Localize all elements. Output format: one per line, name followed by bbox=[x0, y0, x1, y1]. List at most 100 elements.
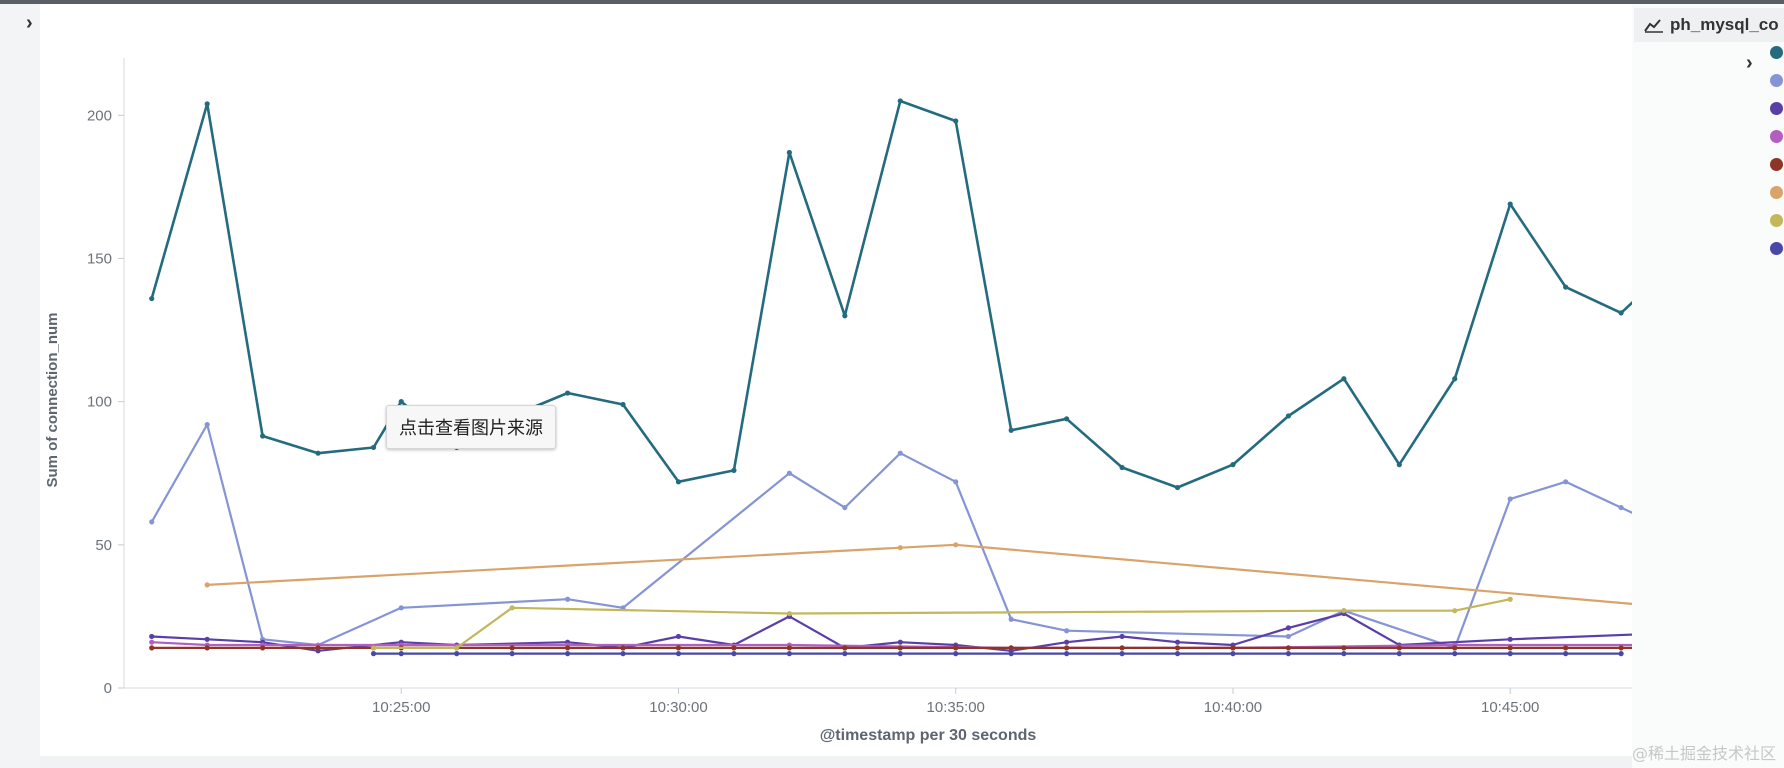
data-point[interactable] bbox=[1396, 462, 1402, 468]
data-point[interactable] bbox=[1008, 427, 1014, 433]
data-point[interactable] bbox=[897, 651, 903, 657]
data-point[interactable] bbox=[315, 645, 321, 651]
data-point[interactable] bbox=[1452, 651, 1458, 657]
data-point[interactable] bbox=[1119, 633, 1125, 640]
data-point[interactable] bbox=[897, 639, 903, 645]
data-point[interactable] bbox=[953, 651, 959, 657]
data-point[interactable] bbox=[897, 545, 903, 551]
data-point[interactable] bbox=[786, 470, 792, 476]
data-point[interactable] bbox=[1064, 416, 1070, 422]
data-point[interactable] bbox=[260, 433, 266, 439]
legend-dot-6[interactable] bbox=[1770, 186, 1783, 199]
data-point[interactable] bbox=[1285, 413, 1292, 419]
data-point[interactable] bbox=[204, 101, 210, 107]
data-point[interactable] bbox=[1285, 651, 1292, 657]
data-point[interactable] bbox=[620, 651, 626, 657]
data-point[interactable] bbox=[454, 645, 460, 651]
data-point[interactable] bbox=[1452, 645, 1458, 651]
data-point[interactable] bbox=[675, 645, 682, 651]
data-point[interactable] bbox=[1396, 651, 1402, 657]
data-point[interactable] bbox=[370, 651, 377, 657]
data-point[interactable] bbox=[204, 636, 210, 642]
data-point[interactable] bbox=[1563, 651, 1569, 657]
data-point[interactable] bbox=[1008, 645, 1014, 651]
data-point[interactable] bbox=[204, 645, 210, 651]
data-point[interactable] bbox=[454, 651, 460, 657]
legend-header[interactable]: ph_mysql_co bbox=[1634, 8, 1784, 42]
image-source-tooltip[interactable]: 点击查看图片来源 bbox=[386, 405, 556, 449]
data-point[interactable] bbox=[1174, 645, 1181, 651]
data-point[interactable] bbox=[509, 645, 515, 651]
data-point[interactable] bbox=[897, 98, 903, 104]
data-point[interactable] bbox=[1230, 651, 1236, 657]
data-point[interactable] bbox=[953, 479, 959, 485]
data-point[interactable] bbox=[1174, 484, 1181, 491]
data-point[interactable] bbox=[1452, 376, 1458, 382]
data-point[interactable] bbox=[786, 149, 792, 156]
data-point[interactable] bbox=[370, 444, 377, 451]
data-point[interactable] bbox=[1174, 651, 1181, 657]
data-point[interactable] bbox=[149, 295, 155, 302]
data-point[interactable] bbox=[1119, 651, 1125, 657]
data-point[interactable] bbox=[1507, 201, 1513, 207]
data-point[interactable] bbox=[842, 651, 848, 657]
data-point[interactable] bbox=[1507, 636, 1513, 642]
data-point[interactable] bbox=[1119, 645, 1125, 651]
data-point[interactable] bbox=[1396, 645, 1402, 651]
data-point[interactable] bbox=[1507, 596, 1513, 602]
data-point[interactable] bbox=[1119, 464, 1125, 471]
data-point[interactable] bbox=[842, 313, 848, 319]
data-point[interactable] bbox=[149, 645, 155, 651]
data-point[interactable] bbox=[315, 450, 321, 456]
data-point[interactable] bbox=[1563, 284, 1569, 290]
data-point[interactable] bbox=[897, 450, 903, 456]
data-point[interactable] bbox=[731, 467, 737, 473]
data-point[interactable] bbox=[1341, 645, 1347, 651]
data-point[interactable] bbox=[509, 605, 515, 611]
data-point[interactable] bbox=[1285, 645, 1292, 651]
data-point[interactable] bbox=[398, 651, 404, 657]
legend-dot-2[interactable] bbox=[1770, 74, 1783, 87]
data-point[interactable] bbox=[786, 651, 792, 657]
data-point[interactable] bbox=[842, 645, 848, 651]
data-point[interactable] bbox=[675, 479, 682, 485]
data-point[interactable] bbox=[675, 633, 682, 640]
data-point[interactable] bbox=[897, 645, 903, 651]
data-point[interactable] bbox=[842, 504, 848, 511]
data-point[interactable] bbox=[786, 610, 792, 617]
legend-dot-8[interactable] bbox=[1770, 242, 1783, 255]
data-point[interactable] bbox=[675, 651, 682, 657]
data-point[interactable] bbox=[1563, 479, 1569, 485]
data-point[interactable] bbox=[1341, 608, 1347, 614]
data-point[interactable] bbox=[1174, 639, 1181, 645]
data-point[interactable] bbox=[1563, 645, 1569, 651]
data-point[interactable] bbox=[1452, 608, 1458, 614]
data-point[interactable] bbox=[1507, 496, 1513, 502]
data-point[interactable] bbox=[1064, 651, 1070, 657]
data-point[interactable] bbox=[1507, 651, 1513, 657]
data-point[interactable] bbox=[786, 645, 792, 651]
data-point[interactable] bbox=[204, 582, 210, 588]
data-point[interactable] bbox=[1008, 616, 1014, 622]
data-point[interactable] bbox=[953, 645, 959, 651]
data-point[interactable] bbox=[398, 399, 404, 405]
data-point[interactable] bbox=[509, 651, 515, 657]
data-point[interactable] bbox=[370, 645, 377, 651]
data-point[interactable] bbox=[1618, 504, 1624, 511]
data-point[interactable] bbox=[620, 401, 626, 408]
data-point[interactable] bbox=[1064, 639, 1070, 645]
data-point[interactable] bbox=[1230, 645, 1236, 651]
data-point[interactable] bbox=[1618, 645, 1624, 651]
data-point[interactable] bbox=[1618, 310, 1624, 316]
data-point[interactable] bbox=[1507, 645, 1513, 651]
data-point[interactable] bbox=[564, 596, 571, 602]
data-point[interactable] bbox=[1064, 645, 1070, 651]
data-point[interactable] bbox=[564, 645, 571, 651]
data-point[interactable] bbox=[204, 421, 210, 428]
data-point[interactable] bbox=[1008, 651, 1014, 657]
data-point[interactable] bbox=[260, 645, 266, 651]
data-point[interactable] bbox=[149, 639, 155, 645]
data-point[interactable] bbox=[731, 645, 737, 651]
data-point[interactable] bbox=[953, 118, 959, 124]
data-point[interactable] bbox=[1341, 376, 1347, 382]
